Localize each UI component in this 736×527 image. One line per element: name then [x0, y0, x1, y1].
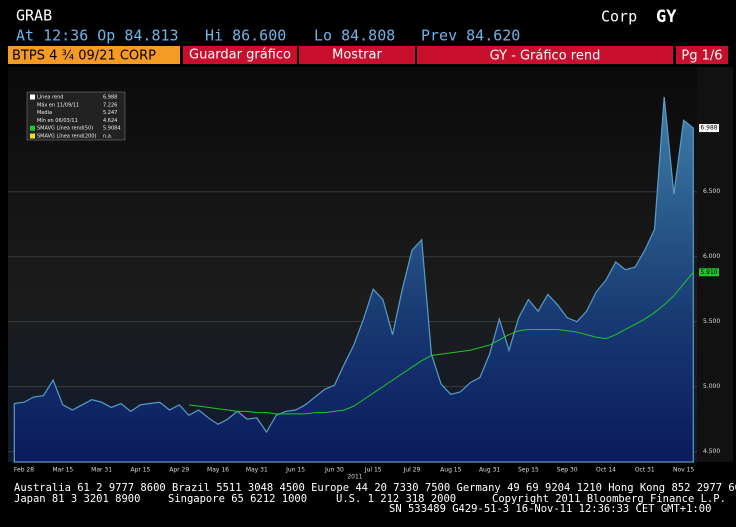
ticker: GRAB — [16, 7, 52, 25]
page[interactable]: Pg 1/6 — [681, 49, 722, 64]
legend-value: 5.9084 — [103, 126, 121, 132]
legend-value: 4.624 — [103, 118, 117, 124]
y-tick-label: 5.000 — [703, 383, 720, 390]
legend-label: Media — [37, 110, 52, 116]
button-label[interactable]: GY - Gráfico rend — [490, 49, 601, 64]
button[interactable] — [183, 46, 297, 64]
legend-label: SMAVG Línea rend(50) — [37, 125, 93, 132]
legend-swatch — [30, 94, 35, 100]
footer: Copyright 2011 Bloomberg Finance L.P. — [492, 493, 726, 505]
legend-swatch — [30, 133, 35, 139]
legend-value: 7.226 — [103, 102, 117, 108]
x-tick-label: May 31 — [246, 467, 268, 474]
button-label[interactable]: Guardar gráfico — [189, 48, 291, 63]
x-year-label: 2011 — [347, 474, 362, 481]
last-value-label: 5.910 — [700, 269, 717, 276]
footer: Japan 81 3 3201 8900 — [14, 493, 140, 505]
y-tick-label: 5.500 — [703, 318, 720, 325]
legend-label: Máx en 11/09/11 — [37, 101, 79, 108]
x-tick-label: Aug 15 — [440, 467, 461, 474]
button[interactable] — [417, 46, 673, 64]
last-value-label: 6.988 — [700, 125, 717, 132]
x-tick-label: Oct 31 — [635, 467, 655, 474]
x-tick-label: Aug 31 — [479, 467, 500, 474]
x-tick-label: Mar 15 — [52, 467, 73, 474]
page-box[interactable] — [676, 46, 728, 64]
x-tick-label: Sep 30 — [557, 467, 578, 474]
axis-area — [697, 67, 733, 462]
y-tick-label: 6.000 — [703, 253, 720, 260]
x-tick-label: Jul 29 — [403, 467, 421, 474]
x-tick-label: Jul 15 — [364, 467, 382, 474]
function: GY — [656, 7, 677, 27]
plot: 4.500 5.000 5.500 6.000 6.500 Feb 28 Mar 15 Mar… — [8, 96, 720, 481]
security-box[interactable] — [8, 46, 180, 64]
footer: SN 533489 G429-51-3 16-Nov-11 12:36:33 C… — [389, 503, 711, 515]
x-tick-label: Nov 15 — [673, 467, 694, 474]
y-tick-label: 4.500 — [703, 448, 720, 455]
x-tick-label: Jun 15 — [285, 467, 305, 474]
line — [188, 271, 694, 415]
x-tick-label: Apr 29 — [169, 467, 189, 474]
legend: Línea rend 6.988 Máx en 11/09/11 7.226 Media… — [30, 94, 121, 140]
x-tick-label: Sep 15 — [518, 467, 539, 474]
button-label[interactable]: Mostrar — [332, 48, 382, 63]
legend-label: Línea rend — [37, 94, 63, 101]
area — [13, 96, 694, 463]
x-tick-label: Feb 28 — [14, 467, 34, 474]
quote: Hi 86.600 — [205, 27, 286, 45]
x-tick-label: May 16 — [207, 467, 229, 474]
legend-value: 6.988 — [103, 95, 117, 101]
button[interactable] — [299, 46, 415, 64]
last-value-box — [699, 268, 719, 277]
legend-label: SMAVG Línea rend(200) — [37, 133, 96, 140]
quote: Prev 84.620 — [421, 27, 520, 45]
x-tick-label: Jun 30 — [324, 467, 344, 474]
quote: Lo 84.808 — [314, 27, 395, 45]
legend-swatch — [30, 125, 35, 131]
footer: U.S. 1 212 318 2000 — [336, 493, 456, 505]
y-tick-label: 6.500 — [703, 188, 720, 195]
x-tick-label: Oct 14 — [596, 467, 616, 474]
legend-value: 5.247 — [103, 110, 117, 116]
footer: Australia 61 2 9777 8600 Brazil 5511 304… — [14, 482, 736, 494]
security[interactable]: BTPS 4 ¾ 09/21 CORP — [12, 49, 156, 64]
sector: Corp — [601, 8, 637, 26]
x-tick-label: Mar 31 — [91, 467, 112, 474]
legend-label: Mín en 06/03/11 — [37, 117, 78, 124]
quote: At 12:36 Op 84.813 — [16, 27, 179, 45]
footer: Singapore 65 6212 1000 — [168, 493, 307, 505]
x-tick-label: Apr 15 — [130, 467, 150, 474]
legend-value: n.a. — [103, 134, 113, 140]
legend-box — [26, 91, 126, 141]
last-value-box — [699, 124, 719, 133]
